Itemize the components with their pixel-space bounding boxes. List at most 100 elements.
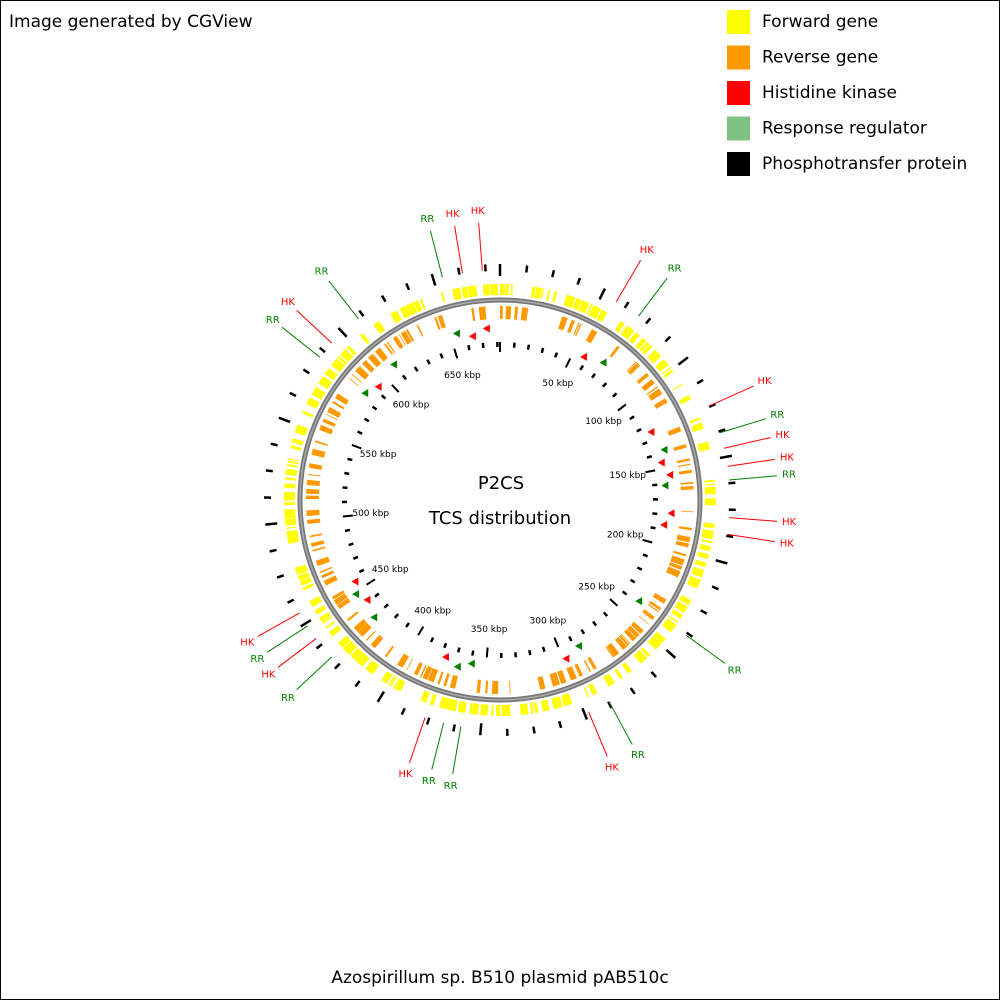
credit: Image generated by CGView (9, 12, 253, 32)
reverse-gene (374, 347, 388, 362)
feature-leader (727, 533, 775, 543)
feature-leader (478, 222, 483, 271)
reverse-gene (646, 386, 658, 395)
outer-tick (650, 670, 658, 678)
forward-gene (495, 704, 500, 716)
forward-gene (674, 601, 688, 614)
outer-tick (405, 282, 411, 291)
forward-gene (699, 543, 711, 552)
forward-gene (530, 286, 536, 298)
feature-leader (719, 418, 766, 434)
forward-gene (621, 662, 632, 674)
reverse-gene (585, 329, 598, 344)
scale-tick (453, 348, 459, 359)
forward-gene (319, 611, 331, 622)
reverse-gene (384, 343, 394, 355)
feature-marker (580, 352, 588, 361)
feature-leader (431, 722, 445, 770)
forward-gene (337, 355, 348, 365)
scale-tick (568, 635, 573, 642)
reverse-gene (621, 633, 631, 645)
forward-gene (491, 704, 494, 716)
reverse-gene (327, 407, 342, 418)
feature-marker (374, 382, 382, 391)
scale-tick (352, 555, 359, 560)
reverse-gene (315, 556, 330, 567)
reverse-gene (549, 673, 557, 687)
center-subtitle: TCS distribution (428, 508, 571, 529)
forward-gene (286, 464, 298, 468)
outer-tick (452, 724, 456, 732)
forward-gene (302, 410, 314, 418)
forward-gene (381, 671, 393, 684)
reverse-gene (609, 345, 620, 358)
reverse-gene (583, 659, 591, 673)
forward-gene (461, 286, 469, 299)
reverse-gene (443, 673, 450, 687)
scale-tick (514, 652, 518, 658)
reverse-gene (667, 426, 682, 436)
outer-tick (677, 356, 689, 366)
legend-swatch (727, 152, 750, 176)
feature-leader (727, 458, 776, 467)
forward-gene (639, 341, 650, 353)
forward-gene (471, 703, 480, 715)
feature-leader (281, 326, 321, 358)
forward-gene (358, 654, 370, 667)
forward-gene (572, 298, 582, 311)
outer-tick (400, 707, 406, 716)
outer-tick (576, 277, 582, 285)
reverse-gene (367, 353, 382, 368)
feature-leader (723, 436, 771, 449)
reverse-gene (537, 675, 546, 690)
scale-tick (617, 403, 627, 412)
feature-label: HK (281, 297, 296, 308)
reverse-gene (335, 393, 349, 405)
outer-tick (376, 690, 386, 703)
outer-tick (598, 288, 607, 300)
feature-marker (482, 324, 490, 333)
reverse-gene (606, 642, 620, 657)
feature-leader (296, 310, 333, 344)
outer-tick (302, 368, 310, 375)
reverse-gene (471, 307, 476, 322)
feature-label: RR (266, 315, 280, 326)
reverse-gene (416, 324, 424, 337)
feature-label: HK (780, 453, 795, 464)
forward-gene (413, 300, 423, 313)
forward-gene (394, 678, 406, 692)
outer-tick (358, 309, 365, 317)
forward-gene (578, 300, 590, 314)
feature-marker (599, 358, 607, 367)
scale-tick (526, 344, 531, 350)
legend-swatch (727, 81, 750, 105)
outer-tick (337, 327, 348, 338)
reverse-gene (520, 307, 528, 321)
forward-gene (469, 702, 473, 715)
scale-tick (426, 359, 431, 365)
outer-tick (276, 574, 285, 579)
forward-gene (329, 625, 342, 637)
forward-gene (302, 583, 314, 591)
feature-label: RR (420, 214, 434, 225)
feature-label: RR (281, 693, 295, 704)
forward-gene (490, 284, 498, 296)
forward-gene (294, 564, 308, 575)
feature-marker (361, 389, 369, 398)
scale-tick (629, 578, 636, 584)
forward-gene (586, 304, 593, 315)
reverse-gene (636, 372, 649, 385)
forward-gene (287, 460, 299, 465)
scale-tick (374, 592, 380, 598)
scale-tick (342, 514, 353, 518)
feature-marker (635, 597, 643, 606)
reverse-gene (680, 485, 694, 491)
outer-tick (270, 442, 278, 447)
scale-tick (636, 566, 643, 571)
forward-gene (505, 284, 509, 296)
forward-gene (647, 635, 662, 650)
reverse-gene (648, 388, 663, 401)
outer-tick (265, 522, 278, 526)
reverse-gene (557, 670, 567, 685)
scale-tick (528, 649, 532, 656)
